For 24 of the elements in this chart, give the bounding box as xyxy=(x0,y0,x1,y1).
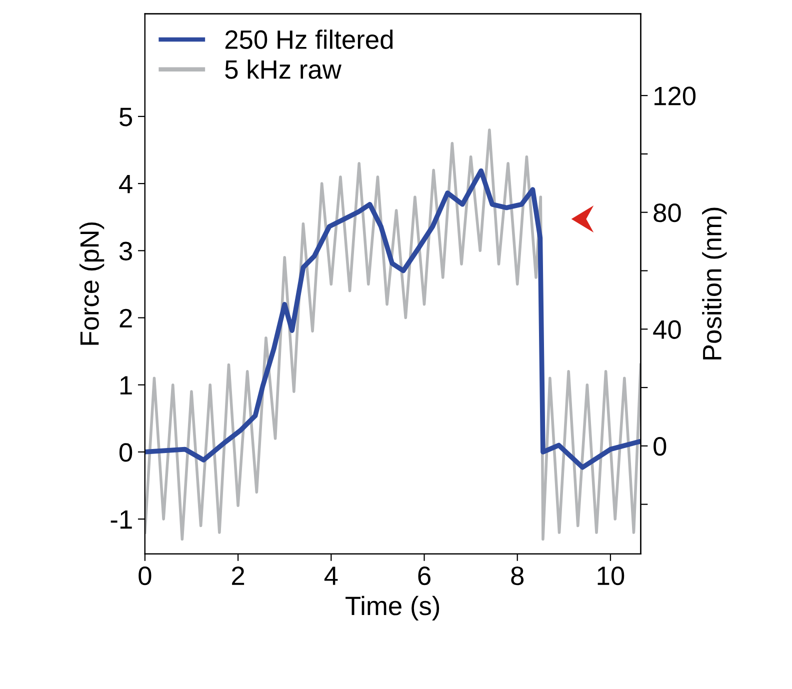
y2-tick-label: 40 xyxy=(653,320,681,339)
x-tick-label: 2 xyxy=(232,566,244,585)
legend-label: 250 Hz filtered xyxy=(225,30,393,49)
y-axis-title: Force (pN) xyxy=(80,222,104,345)
line-series xyxy=(144,168,641,470)
x-tick-label: 6 xyxy=(418,566,430,586)
y-tick-label: 0 xyxy=(119,443,132,462)
line-series xyxy=(144,128,641,541)
y2-tick-label: 80 xyxy=(654,203,681,222)
x-tick-label: 10 xyxy=(598,566,624,586)
y-tick-label: 3 xyxy=(119,242,132,260)
x-axis-title: Time (s) xyxy=(346,596,440,621)
y-tick-label: 5 xyxy=(120,108,132,126)
y-tick-label: 2 xyxy=(120,308,132,328)
x-tick-label: 0 xyxy=(138,566,152,586)
legend-label: 5 kHz raw xyxy=(225,59,342,79)
y-tick-label: 1 xyxy=(120,376,132,394)
y2-tick-label: 0 xyxy=(654,437,666,456)
y-tick-label: 4 xyxy=(119,174,132,194)
y2-tick-label: 120 xyxy=(654,86,696,106)
x-tick-label: 4 xyxy=(324,566,338,585)
x-tick-label: 8 xyxy=(511,566,524,586)
y-tick-label: -1 xyxy=(110,510,132,529)
y2-axis-title: Position (nm) xyxy=(702,208,727,360)
